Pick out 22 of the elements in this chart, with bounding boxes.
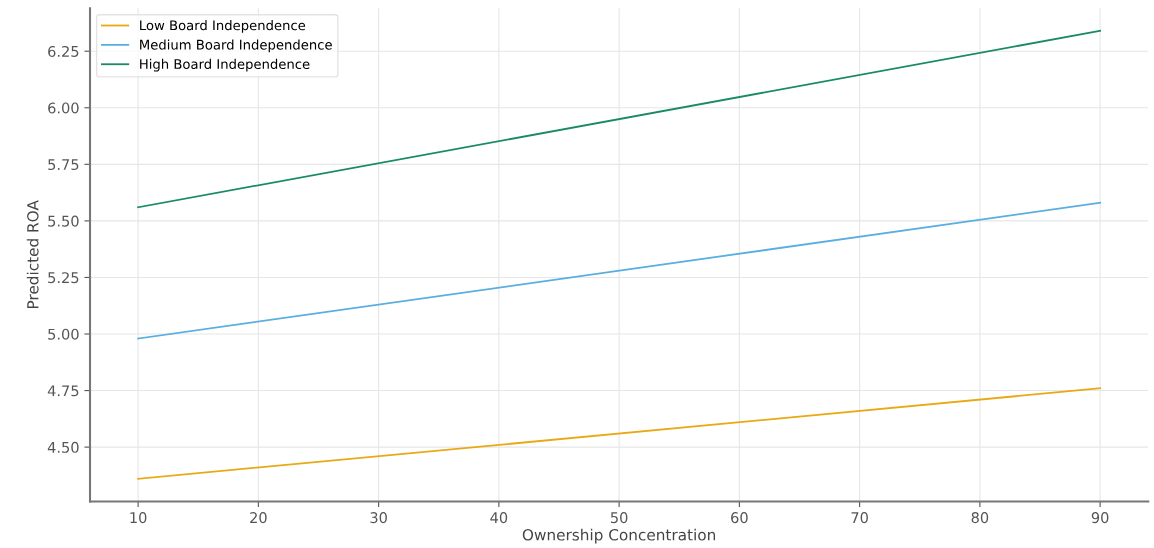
x-tick-label: 70 — [851, 512, 868, 524]
y-tick-label: 5.75 — [48, 159, 79, 171]
x-axis-title: Ownership Concentration — [522, 528, 716, 544]
legend-label: Low Board Independence — [140, 20, 306, 33]
y-axis-title: Predicted ROA — [26, 200, 39, 309]
x-tick-label: 40 — [490, 512, 508, 524]
x-tick-label: 50 — [610, 512, 628, 524]
x-tick-label: 10 — [130, 512, 147, 524]
y-tick-label: 5.00 — [48, 328, 79, 340]
legend-label: High Board Independence — [140, 58, 310, 72]
x-tick-label: 30 — [370, 512, 387, 524]
x-tick-label: 60 — [731, 512, 748, 524]
x-tick-label: 20 — [250, 512, 267, 524]
y-tick-label: 5.25 — [48, 272, 79, 284]
y-tick-label: 5.50 — [48, 215, 79, 227]
y-tick-label: 4.75 — [47, 385, 79, 397]
legend-label: Medium Board Independence — [140, 39, 332, 53]
x-tick-label: 80 — [971, 512, 989, 524]
y-tick-label: 4.50 — [47, 441, 79, 453]
y-tick-label: 6.00 — [48, 102, 79, 114]
y-tick-label: 6.25 — [48, 45, 79, 57]
x-tick-label: 90 — [1091, 512, 1109, 524]
